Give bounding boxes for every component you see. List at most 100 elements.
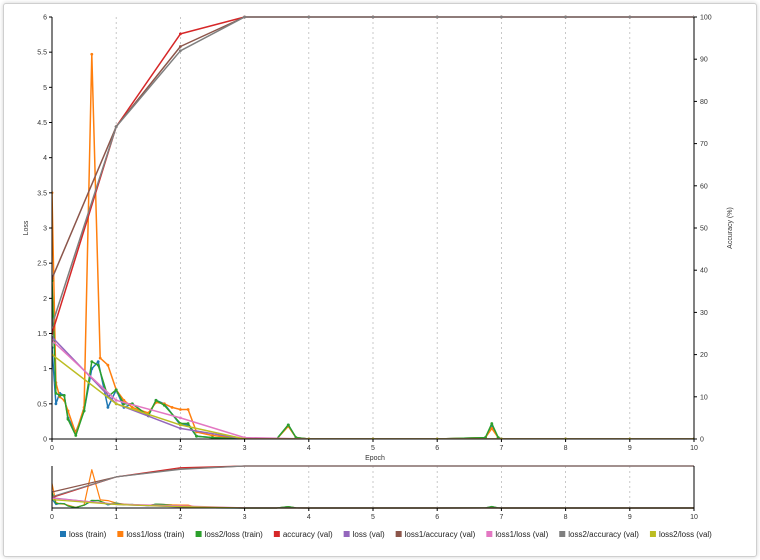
y-left-tick-label-4: 4 <box>43 155 47 162</box>
data-point[interactable] <box>179 416 182 420</box>
data-point[interactable] <box>628 15 632 19</box>
data-point[interactable] <box>211 436 214 439</box>
legend-item-loss2-loss-val[interactable]: loss2/loss (val) <box>649 530 712 539</box>
legend-swatch <box>273 531 280 537</box>
legend-item-loss-val[interactable]: loss (val) <box>343 530 385 539</box>
data-point[interactable] <box>90 360 94 363</box>
y-axis-right-title[interactable]: Accuracy (%) <box>727 207 734 249</box>
overview-x-tick-label-9: 9 <box>628 514 632 521</box>
y-right-tick-label-0: 0 <box>700 437 704 444</box>
data-point[interactable] <box>154 398 158 402</box>
data-point[interactable] <box>96 360 100 363</box>
data-point[interactable] <box>98 356 102 360</box>
overview-x-tick-label-0: 0 <box>50 514 54 521</box>
legend-label: loss2/accuracy (val) <box>568 530 639 539</box>
legend-label: loss1/loss (train) <box>126 530 185 539</box>
x-tick-label-10: 10 <box>690 445 698 452</box>
y-right-tick-label-100: 100 <box>700 15 712 22</box>
overview-x-tick-label-1: 1 <box>114 514 118 521</box>
data-point[interactable] <box>54 402 58 406</box>
data-point[interactable] <box>114 402 118 406</box>
y-left-tick-label-2: 2 <box>43 296 47 303</box>
overview-x-tick-label-8: 8 <box>564 514 568 521</box>
y-left-tick-label-2-5: 2.5 <box>37 261 47 268</box>
data-point[interactable] <box>195 434 198 438</box>
data-point[interactable] <box>179 427 182 430</box>
series-line-loss-val <box>52 336 694 439</box>
data-point[interactable] <box>179 45 182 48</box>
legend-swatch <box>559 531 566 537</box>
data-point[interactable] <box>179 408 182 411</box>
main-grid <box>115 17 631 439</box>
data-point[interactable] <box>211 434 214 437</box>
data-point[interactable] <box>435 15 439 19</box>
legend-item-loss-train[interactable]: loss (train) <box>60 530 107 539</box>
y-left-tick-label-1-5: 1.5 <box>37 331 47 338</box>
data-point[interactable] <box>114 398 118 402</box>
main-plot-series <box>52 15 694 439</box>
y-right-tick-label-80: 80 <box>700 99 708 106</box>
data-point[interactable] <box>500 15 503 19</box>
y-right-tick-label-50: 50 <box>700 226 708 233</box>
data-point[interactable] <box>179 32 182 36</box>
data-point[interactable] <box>490 427 494 430</box>
data-point[interactable] <box>106 406 110 409</box>
main-axes: 0 1 2 3 4 5 6 7 8 9 1000.511.522.533.544.555.56010… <box>37 15 712 453</box>
legend-item-accuracy-val[interactable]: accuracy (val) <box>273 530 333 539</box>
overview-brush[interactable] <box>52 466 694 508</box>
y-left-tick-label-5-5: 5.5 <box>37 50 47 57</box>
data-point[interactable] <box>58 394 62 397</box>
data-point[interactable] <box>490 422 494 425</box>
data-point[interactable] <box>371 15 375 19</box>
legend-item-loss2-accuracy-val[interactable]: loss2/accuracy (val) <box>559 530 639 539</box>
x-tick-label-0: 0 <box>50 445 54 452</box>
legend-swatch <box>486 531 493 537</box>
data-point[interactable] <box>54 391 58 395</box>
legend-item-loss1-accuracy-val[interactable]: loss1/accuracy (val) <box>395 530 476 539</box>
x-tick-label-9: 9 <box>628 445 632 452</box>
legend-label: loss (val) <box>353 530 385 539</box>
overview-grid <box>115 466 631 508</box>
x-tick-label-6: 6 <box>435 445 439 452</box>
overview-axes: 0 1 2 3 4 5 6 7 8 9 10 <box>50 466 698 521</box>
overview-x-tick-label-4: 4 <box>307 514 311 521</box>
legend-item-loss1-loss-train[interactable]: loss1/loss (train) <box>117 530 185 539</box>
data-point[interactable] <box>90 52 94 56</box>
overview-x-tick-label-3: 3 <box>243 514 247 521</box>
legend-item-loss1-loss-val[interactable]: loss1/loss (val) <box>486 530 549 539</box>
legend-swatch <box>343 531 350 537</box>
data-point[interactable] <box>114 388 118 392</box>
data-point[interactable] <box>106 363 110 367</box>
data-point[interactable] <box>307 15 311 19</box>
legend-swatch <box>117 531 124 537</box>
series-line-loss1-loss-val <box>52 339 694 439</box>
series-line-accuracy-val <box>52 16 694 334</box>
y-right-tick-label-20: 20 <box>700 352 708 359</box>
data-point[interactable] <box>179 49 182 53</box>
data-point[interactable] <box>62 394 66 397</box>
data-point[interactable] <box>170 406 174 409</box>
data-point[interactable] <box>564 15 567 19</box>
x-tick-label-3: 3 <box>243 445 247 452</box>
y-left-tick-label-5: 5 <box>43 85 47 92</box>
data-point[interactable] <box>186 408 190 411</box>
data-point[interactable] <box>82 409 86 413</box>
x-axis-title: Epoch <box>365 455 385 462</box>
overview-x-tick-label-7: 7 <box>499 514 503 521</box>
data-point[interactable] <box>114 125 118 129</box>
data-point[interactable] <box>74 434 78 437</box>
legend-label: accuracy (val) <box>283 530 333 539</box>
data-point[interactable] <box>186 422 190 425</box>
data-point[interactable] <box>162 403 166 407</box>
y-axis-left-title: Loss <box>23 220 30 235</box>
data-point[interactable] <box>243 15 247 19</box>
data-point[interactable] <box>66 417 70 421</box>
y-left-tick-label-1: 1 <box>43 366 47 373</box>
data-point[interactable] <box>286 423 290 427</box>
series-loss1-loss-val <box>52 339 694 439</box>
legend-item-loss2-loss-train[interactable]: loss2/loss (train) <box>195 530 264 539</box>
data-point[interactable] <box>179 423 182 427</box>
data-point[interactable] <box>96 363 100 367</box>
y-right-tick-label-30: 30 <box>700 310 708 317</box>
legend-label: loss (train) <box>69 530 107 539</box>
